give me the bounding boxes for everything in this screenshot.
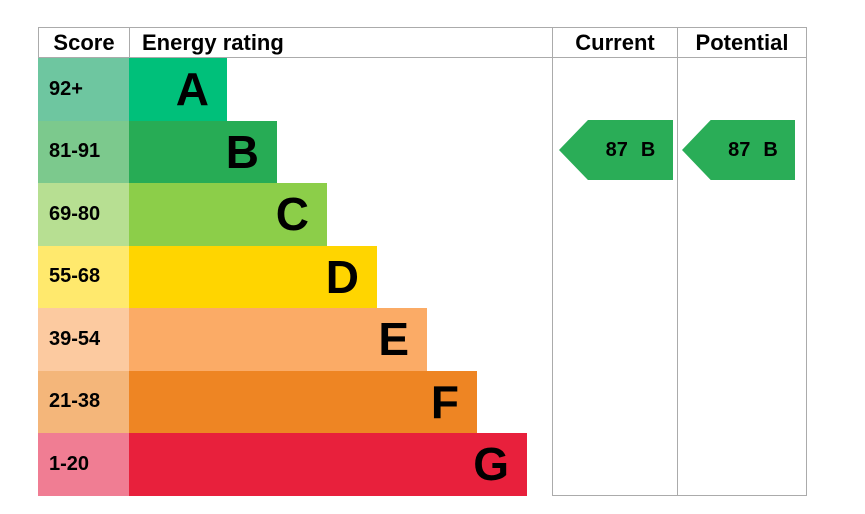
table-right-border (806, 27, 807, 496)
potential-rating-arrow: 87 B (682, 120, 795, 180)
current-score: 87 (605, 138, 628, 161)
current-rating-arrow: 87 B (559, 120, 673, 180)
score-range-a: 92+ (38, 58, 129, 121)
band-bar-c: C (129, 183, 327, 246)
band-letter-e: E (378, 313, 409, 366)
band-row-e: 39-54 E (38, 308, 552, 371)
band-row-a: 92+ A (38, 58, 552, 121)
score-range-e: 39-54 (38, 308, 129, 371)
score-column-divider (129, 27, 130, 58)
band-letter-a: A (175, 63, 209, 116)
energy-rating-column-header: Energy rating (142, 29, 284, 55)
band-bar-b: B (129, 120, 277, 183)
band-row-b: 81-91 B (38, 120, 552, 183)
table-left-border (38, 27, 39, 58)
band-bar-f: F (129, 370, 477, 433)
score-range-c: 69-80 (38, 183, 129, 246)
current-band: B (640, 138, 656, 161)
band-letter-g: G (473, 438, 509, 491)
band-bar-g: G (129, 433, 527, 496)
current-column-left-divider (552, 27, 553, 496)
epc-table: Score Energy rating Current Potential 92… (38, 27, 807, 496)
band-letter-f: F (430, 375, 459, 428)
band-bar-d: D (129, 245, 377, 308)
potential-score: 87 (728, 138, 751, 161)
potential-column-left-divider (677, 27, 678, 496)
score-range-f: 21-38 (38, 370, 129, 433)
score-column-header: Score (53, 29, 115, 55)
potential-rating-text: 87 B (711, 120, 795, 180)
band-rows: 92+ A 81-91 B 69-80 C 55-68 D (38, 58, 552, 496)
band-row-g: 1-20 G (38, 433, 552, 496)
band-bar-a: A (129, 58, 227, 121)
score-range-d: 55-68 (38, 245, 129, 308)
band-row-c: 69-80 C (38, 183, 552, 246)
score-range-b: 81-91 (38, 120, 129, 183)
band-bar-e: E (129, 308, 427, 371)
table-top-border (38, 27, 807, 28)
current-rating-text: 87 B (588, 120, 673, 180)
band-letter-b: B (225, 125, 259, 178)
band-row-f: 21-38 F (38, 370, 552, 433)
potential-band: B (763, 138, 778, 161)
potential-column-header: Potential (695, 29, 789, 55)
band-letter-d: D (325, 250, 359, 303)
band-letter-c: C (275, 188, 309, 241)
current-column-header: Current (575, 29, 655, 55)
header-bottom-border (38, 57, 807, 58)
band-row-d: 55-68 D (38, 245, 552, 308)
columns-bottom-border (552, 495, 807, 496)
score-range-g: 1-20 (38, 433, 129, 496)
